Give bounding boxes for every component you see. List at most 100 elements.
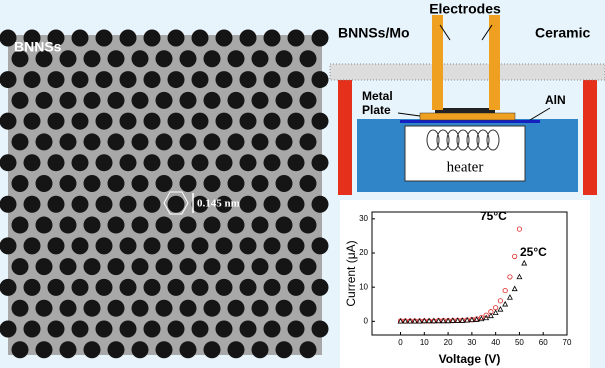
lattice-hole: [192, 279, 209, 296]
lattice-hole: [144, 154, 161, 171]
lattice-hole: [216, 113, 233, 130]
lattice-hole: [276, 258, 293, 275]
label: Plate: [362, 103, 391, 117]
lattice-hole: [204, 133, 221, 150]
lattice-hole: [180, 341, 197, 358]
lattice-hole: [276, 92, 293, 109]
lattice-hole: [204, 217, 221, 234]
lattice-hole: [24, 237, 41, 254]
lattice-hole: [144, 30, 161, 47]
lattice-hole: [48, 237, 65, 254]
lattice-hole: [96, 71, 113, 88]
lattice-hole: [156, 133, 173, 150]
lattice-hole: [60, 133, 77, 150]
lattice-hole: [168, 30, 185, 47]
lattice-hole: [216, 154, 233, 171]
lattice-hole: [12, 217, 29, 234]
lattice-hole: [96, 30, 113, 47]
lattice-hole: [180, 217, 197, 234]
wall: [583, 80, 597, 195]
lattice-hole: [288, 279, 305, 296]
lattice-hole: [12, 175, 29, 192]
lattice-hole: [12, 258, 29, 275]
lattice-hole: [240, 320, 257, 337]
lattice-hole: [132, 50, 149, 67]
lattice-hole: [108, 341, 125, 358]
lattice-hole: [84, 341, 101, 358]
lattice-hole: [60, 258, 77, 275]
lattice-hole: [96, 154, 113, 171]
lattice-hole: [108, 258, 125, 275]
x-tick-label: 10: [420, 338, 429, 347]
lattice-hole: [252, 300, 269, 317]
lattice-hole: [132, 133, 149, 150]
lattice-hole: [192, 320, 209, 337]
lattice-hole: [240, 279, 257, 296]
lattice-hole: [204, 50, 221, 67]
lattice-hole: [252, 133, 269, 150]
figure: BNNSs 0.145 nm Electrodes BNNSs/Mo Ceram…: [0, 0, 605, 368]
lattice-hole: [240, 196, 257, 213]
lattice-hole: [24, 279, 41, 296]
y-tick-label: 30: [359, 214, 368, 223]
label: AlN: [545, 93, 566, 107]
lattice-hole: [84, 175, 101, 192]
lattice-hole: [204, 258, 221, 275]
lattice-hole: [312, 71, 329, 88]
y-tick-label: 20: [359, 248, 368, 257]
lattice-hole: [48, 113, 65, 130]
lattice-hole: [228, 50, 245, 67]
lattice-hole: [72, 196, 89, 213]
lattice-hole: [276, 133, 293, 150]
lattice-hole: [276, 217, 293, 234]
lattice-hole: [60, 175, 77, 192]
x-tick-label: 30: [467, 338, 476, 347]
lattice-hole: [108, 92, 125, 109]
lattice-hole: [276, 341, 293, 358]
lattice-hole: [144, 71, 161, 88]
lattice-hole: [156, 50, 173, 67]
lattice-hole: [168, 320, 185, 337]
lattice-hole: [144, 237, 161, 254]
lattice-hole: [96, 237, 113, 254]
lattice-hole: [120, 154, 137, 171]
lattice-hole: [240, 237, 257, 254]
lattice-hole: [168, 237, 185, 254]
lattice-hole: [120, 320, 137, 337]
lattice-hole: [288, 154, 305, 171]
lattice-hole: [228, 341, 245, 358]
lattice-hole: [108, 50, 125, 67]
lattice-hole: [144, 113, 161, 130]
x-tick-label: 70: [563, 338, 572, 347]
lattice-hole: [24, 113, 41, 130]
image-label: BNNSs: [14, 39, 62, 55]
electrode: [489, 15, 500, 110]
lattice-hole: [264, 113, 281, 130]
electrode: [432, 15, 443, 110]
lattice-hole: [300, 217, 317, 234]
lattice-hole: [300, 258, 317, 275]
lattice-hole: [36, 341, 53, 358]
lattice-hole: [288, 30, 305, 47]
lattice-hole: [84, 217, 101, 234]
lattice-hole: [0, 113, 17, 130]
label: Ceramic: [535, 25, 590, 41]
lattice-hole: [216, 279, 233, 296]
lattice-hole: [96, 196, 113, 213]
y-axis-label: Current (μA): [344, 240, 358, 306]
label: Electrodes: [429, 1, 501, 17]
lattice-hole: [0, 279, 17, 296]
x-tick-label: 20: [444, 338, 453, 347]
lattice-hole: [276, 300, 293, 317]
lattice-hole: [192, 113, 209, 130]
x-tick-label: 60: [539, 338, 548, 347]
lattice-hole: [216, 71, 233, 88]
lattice-hole: [84, 50, 101, 67]
label: Metal: [362, 89, 393, 103]
lattice-hole: [72, 154, 89, 171]
lattice-hole: [132, 258, 149, 275]
lattice-hole: [0, 237, 17, 254]
lattice-hole: [180, 50, 197, 67]
micrograph: [0, 30, 329, 359]
lattice-hole: [120, 71, 137, 88]
